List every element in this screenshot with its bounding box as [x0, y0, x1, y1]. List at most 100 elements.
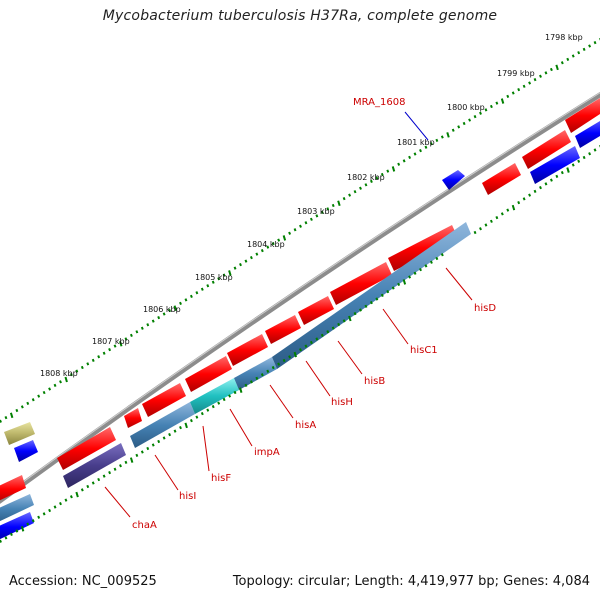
gene-forward[interactable]	[227, 334, 268, 366]
inner-minor-tick	[593, 148, 597, 152]
gene-label-leader	[269, 384, 294, 419]
inner-minor-tick	[386, 290, 390, 294]
outer-minor-tick	[48, 387, 52, 391]
gene-label-leader	[445, 267, 473, 301]
outer-minor-tick	[140, 326, 144, 330]
gene-label-hisB: hisB	[364, 376, 385, 387]
inner-minor-tick	[189, 418, 193, 423]
outer-minor-tick	[451, 128, 455, 132]
gene-forward[interactable]	[522, 130, 571, 169]
outer-minor-tick	[135, 330, 139, 334]
inner-minor-tick	[506, 208, 510, 212]
outer-minor-tick	[86, 362, 90, 366]
gene-reverse-impA[interactable]	[190, 378, 239, 414]
gene-reverse[interactable]	[575, 118, 600, 148]
gene-label-MRA_1608: MRA_1608	[353, 97, 405, 108]
inner-major-tick	[511, 204, 516, 211]
inner-minor-tick	[555, 174, 559, 178]
inner-minor-tick	[113, 467, 117, 471]
inner-minor-tick	[244, 383, 248, 388]
outer-minor-tick	[157, 315, 161, 320]
inner-scale-ticks	[0, 145, 600, 543]
inner-minor-tick	[233, 390, 237, 395]
inner-minor-tick	[440, 253, 444, 257]
inner-minor-tick	[309, 340, 313, 345]
gene-forward[interactable]	[185, 356, 232, 392]
gene-reverse-hisI[interactable]	[130, 402, 195, 448]
inner-minor-tick	[0, 539, 2, 543]
inner-major-tick	[184, 422, 188, 429]
inner-minor-tick	[473, 230, 477, 235]
outer-major-tick	[173, 305, 178, 311]
outer-minor-tick	[506, 94, 510, 99]
outer-minor-tick	[189, 294, 193, 298]
topology-value: circular	[297, 574, 346, 589]
outer-major-tick	[228, 270, 232, 276]
outer-minor-tick	[489, 104, 493, 109]
gene-forward[interactable]	[265, 315, 301, 344]
gene-misc[interactable]	[4, 422, 35, 445]
outer-minor-tick	[566, 57, 570, 62]
outer-minor-tick	[59, 380, 62, 384]
gene-reverse-hisH[interactable]	[272, 222, 471, 369]
outer-minor-tick	[402, 159, 406, 163]
outer-minor-tick	[560, 61, 564, 65]
outer-minor-tick	[429, 142, 433, 146]
inner-minor-tick	[69, 495, 73, 499]
gene-forward[interactable]	[142, 383, 186, 417]
gene-reverse-MRA_1608[interactable]	[442, 170, 465, 190]
outer-minor-tick	[31, 398, 35, 402]
genome-stats: Topology: circular; Length: 4,419,977 bp…	[232, 574, 590, 589]
gene-reverse-chaA[interactable]	[63, 443, 126, 488]
inner-minor-tick	[380, 293, 384, 297]
gene-forward[interactable]	[565, 98, 600, 133]
inner-minor-tick	[539, 185, 542, 190]
gene-label-leader	[229, 408, 253, 447]
outer-minor-tick	[20, 405, 24, 409]
inner-minor-tick	[408, 275, 412, 279]
gene-forward[interactable]	[57, 427, 116, 470]
gene-forward[interactable]	[330, 262, 392, 305]
outer-minor-tick	[151, 319, 155, 323]
outer-minor-tick	[577, 51, 581, 55]
scale-tick-label: 1801 kbp	[397, 138, 435, 147]
gene-forward[interactable]	[388, 225, 458, 271]
inner-minor-tick	[31, 519, 35, 523]
inner-minor-tick	[522, 197, 526, 201]
outer-major-tick	[337, 200, 341, 207]
outer-minor-tick	[299, 224, 302, 228]
gene-reverse[interactable]	[530, 146, 580, 184]
outer-minor-tick	[369, 179, 373, 183]
inner-minor-tick	[124, 460, 128, 464]
inner-minor-tick	[53, 505, 57, 509]
gene-forward[interactable]	[124, 408, 142, 428]
outer-major-tick	[119, 340, 123, 347]
gene-forward[interactable]	[298, 296, 334, 325]
gene-reverse[interactable]	[14, 440, 38, 462]
genome-backbone-highlight	[0, 92, 600, 500]
outer-minor-tick	[75, 369, 79, 373]
inner-minor-tick	[500, 212, 504, 216]
gene-label-hisI: hisI	[179, 491, 196, 502]
inner-minor-tick	[577, 159, 581, 163]
gene-reverse[interactable]	[0, 512, 34, 542]
gene-label-hisH: hisH	[331, 397, 353, 408]
scale-tick-label: 1798 kbp	[545, 33, 583, 42]
outer-minor-tick	[440, 135, 444, 139]
inner-minor-tick	[135, 453, 139, 458]
gene-reverse-hisA[interactable]	[234, 357, 277, 390]
inner-minor-tick	[359, 308, 362, 312]
topology-label: Topology:	[232, 574, 294, 589]
inner-minor-tick	[119, 464, 122, 468]
inner-minor-tick	[179, 425, 182, 430]
gene-forward[interactable]	[482, 163, 521, 195]
outer-minor-tick	[4, 416, 8, 420]
gene-forward[interactable]	[0, 475, 26, 503]
gene-label-leader	[382, 308, 409, 345]
outer-minor-tick	[222, 273, 226, 277]
outer-minor-tick	[129, 333, 133, 337]
genes-label: Genes:	[503, 574, 549, 589]
gene-reverse[interactable]	[0, 494, 34, 524]
inner-minor-tick	[337, 322, 341, 327]
inner-major-tick	[75, 491, 79, 498]
